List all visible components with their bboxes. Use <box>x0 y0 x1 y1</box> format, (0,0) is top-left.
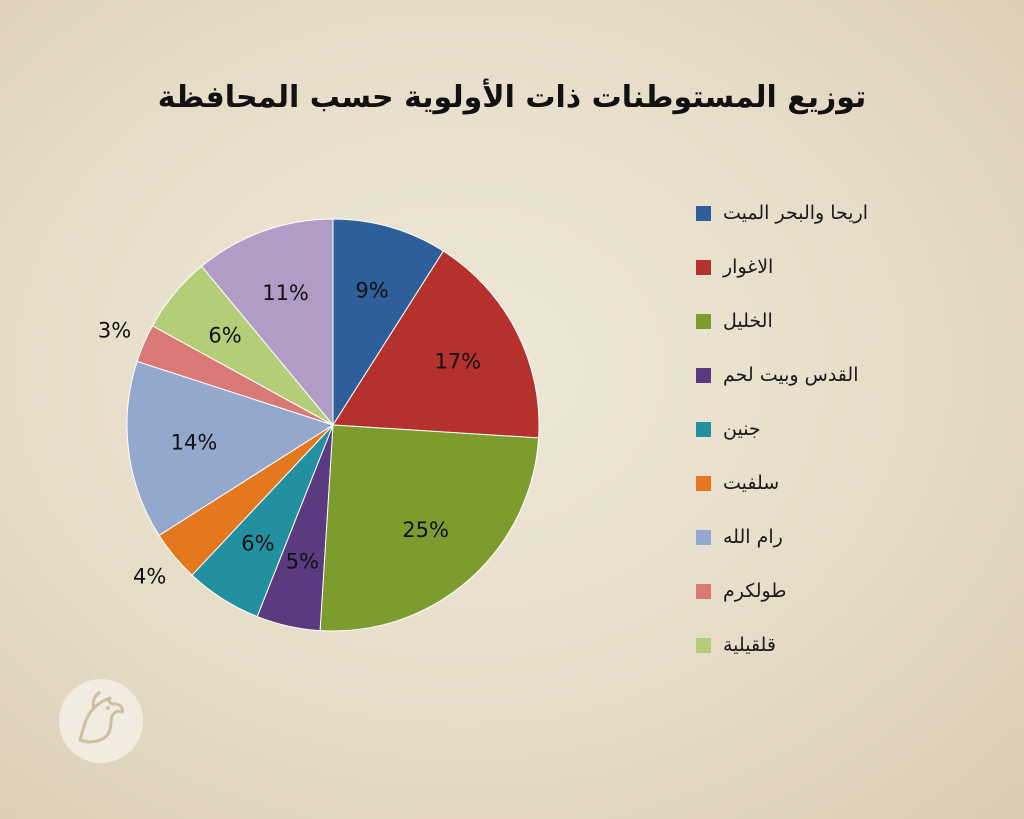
slice-label-7: 3% <box>98 318 131 342</box>
chart-title: توزيع المستوطنات ذات الأولوية حسب المحاف… <box>157 80 867 115</box>
legend-item-5: سلفيت <box>696 468 926 498</box>
slice-label-8: 6% <box>208 324 241 348</box>
legend-swatch-5 <box>696 475 711 491</box>
legend-item-8: قلقيلية <box>696 630 926 660</box>
legend-label-1: الاغوار <box>723 256 774 278</box>
legend-swatch-7 <box>696 583 711 599</box>
pie-slice-2 <box>319 424 540 632</box>
legend-item-1: الاغوار <box>696 252 926 282</box>
slice-label-9: 11% <box>262 281 309 305</box>
legend-label-0: اريحا والبحر الميت <box>723 202 869 224</box>
legend-label-7: طولكرم <box>723 580 787 602</box>
pie-slice-9 <box>200 218 334 427</box>
legend-label-2: الخليل <box>723 310 773 332</box>
slice-label-6: 14% <box>171 431 218 455</box>
slice-label-4: 6% <box>241 531 274 555</box>
legend-label-4: جنين <box>723 418 761 440</box>
legend-item-4: جنين <box>696 414 926 444</box>
horse-logo-icon <box>59 679 143 763</box>
legend-label-6: رام الله <box>723 526 783 548</box>
legend-item-2: الخليل <box>696 306 926 336</box>
legend-item-0: اريحا والبحر الميت <box>696 198 926 228</box>
legend-swatch-2 <box>696 313 711 329</box>
slice-label-5: 4% <box>133 565 166 589</box>
pie-slice-1 <box>332 250 540 439</box>
legend-swatch-6 <box>696 529 711 545</box>
slice-label-1: 17% <box>434 349 481 373</box>
slice-label-3: 5% <box>286 550 319 574</box>
legend-swatch-0 <box>696 205 711 221</box>
legend-swatch-4 <box>696 421 711 437</box>
legend-item-3: القدس وبيت لحم <box>696 360 926 390</box>
slice-label-2: 25% <box>402 518 449 542</box>
pie-slice-6 <box>126 360 335 537</box>
legend-item-7: طولكرم <box>696 576 926 606</box>
legend-swatch-1 <box>696 259 711 275</box>
pie-slice-0 <box>332 218 445 427</box>
legend-item-6: رام الله <box>696 522 926 552</box>
legend-label-5: سلفيت <box>723 472 780 494</box>
legend-label-3: القدس وبيت لحم <box>723 364 859 386</box>
legend-swatch-8 <box>696 637 711 653</box>
legend-label-8: قلقيلية <box>723 634 776 656</box>
slice-label-0: 9% <box>355 278 388 302</box>
legend-swatch-3 <box>696 367 711 383</box>
